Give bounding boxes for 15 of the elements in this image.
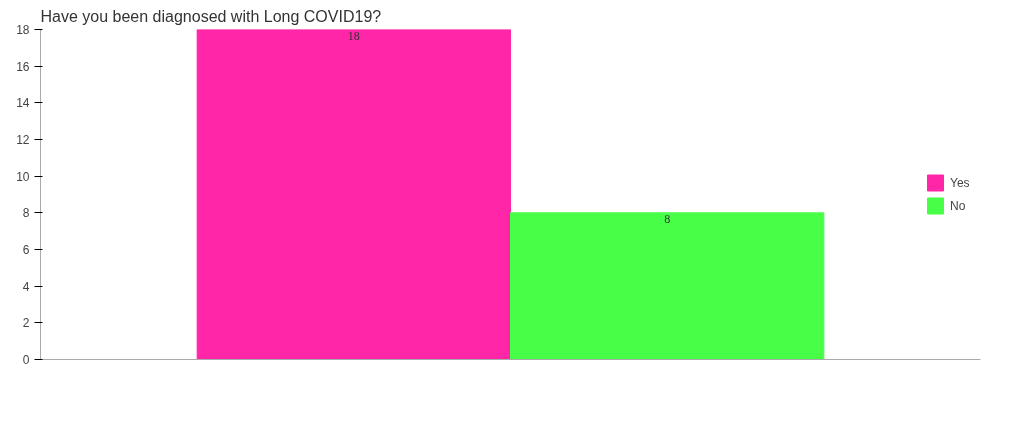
y-tick-label: 2 <box>22 316 30 331</box>
legend-label: No <box>950 198 967 213</box>
y-tick-label: 0 <box>22 353 30 367</box>
y-tick-label: 12 <box>16 133 30 147</box>
y-tick-label: 14 <box>16 96 30 111</box>
legend-label: Yes <box>950 175 970 190</box>
y-tick-label: 4 <box>22 279 30 294</box>
data-label: 8 <box>664 211 671 226</box>
y-tick-label: 18 <box>16 23 30 37</box>
data-label: 18 <box>347 28 360 43</box>
y-tick-label: 8 <box>22 206 30 221</box>
y-tick-label: 6 <box>22 243 30 257</box>
y-tick-label: 16 <box>16 59 30 74</box>
chart-title: Have you been diagnosed with Long COVID19? <box>40 7 382 25</box>
y-tick-label: 10 <box>16 169 30 184</box>
